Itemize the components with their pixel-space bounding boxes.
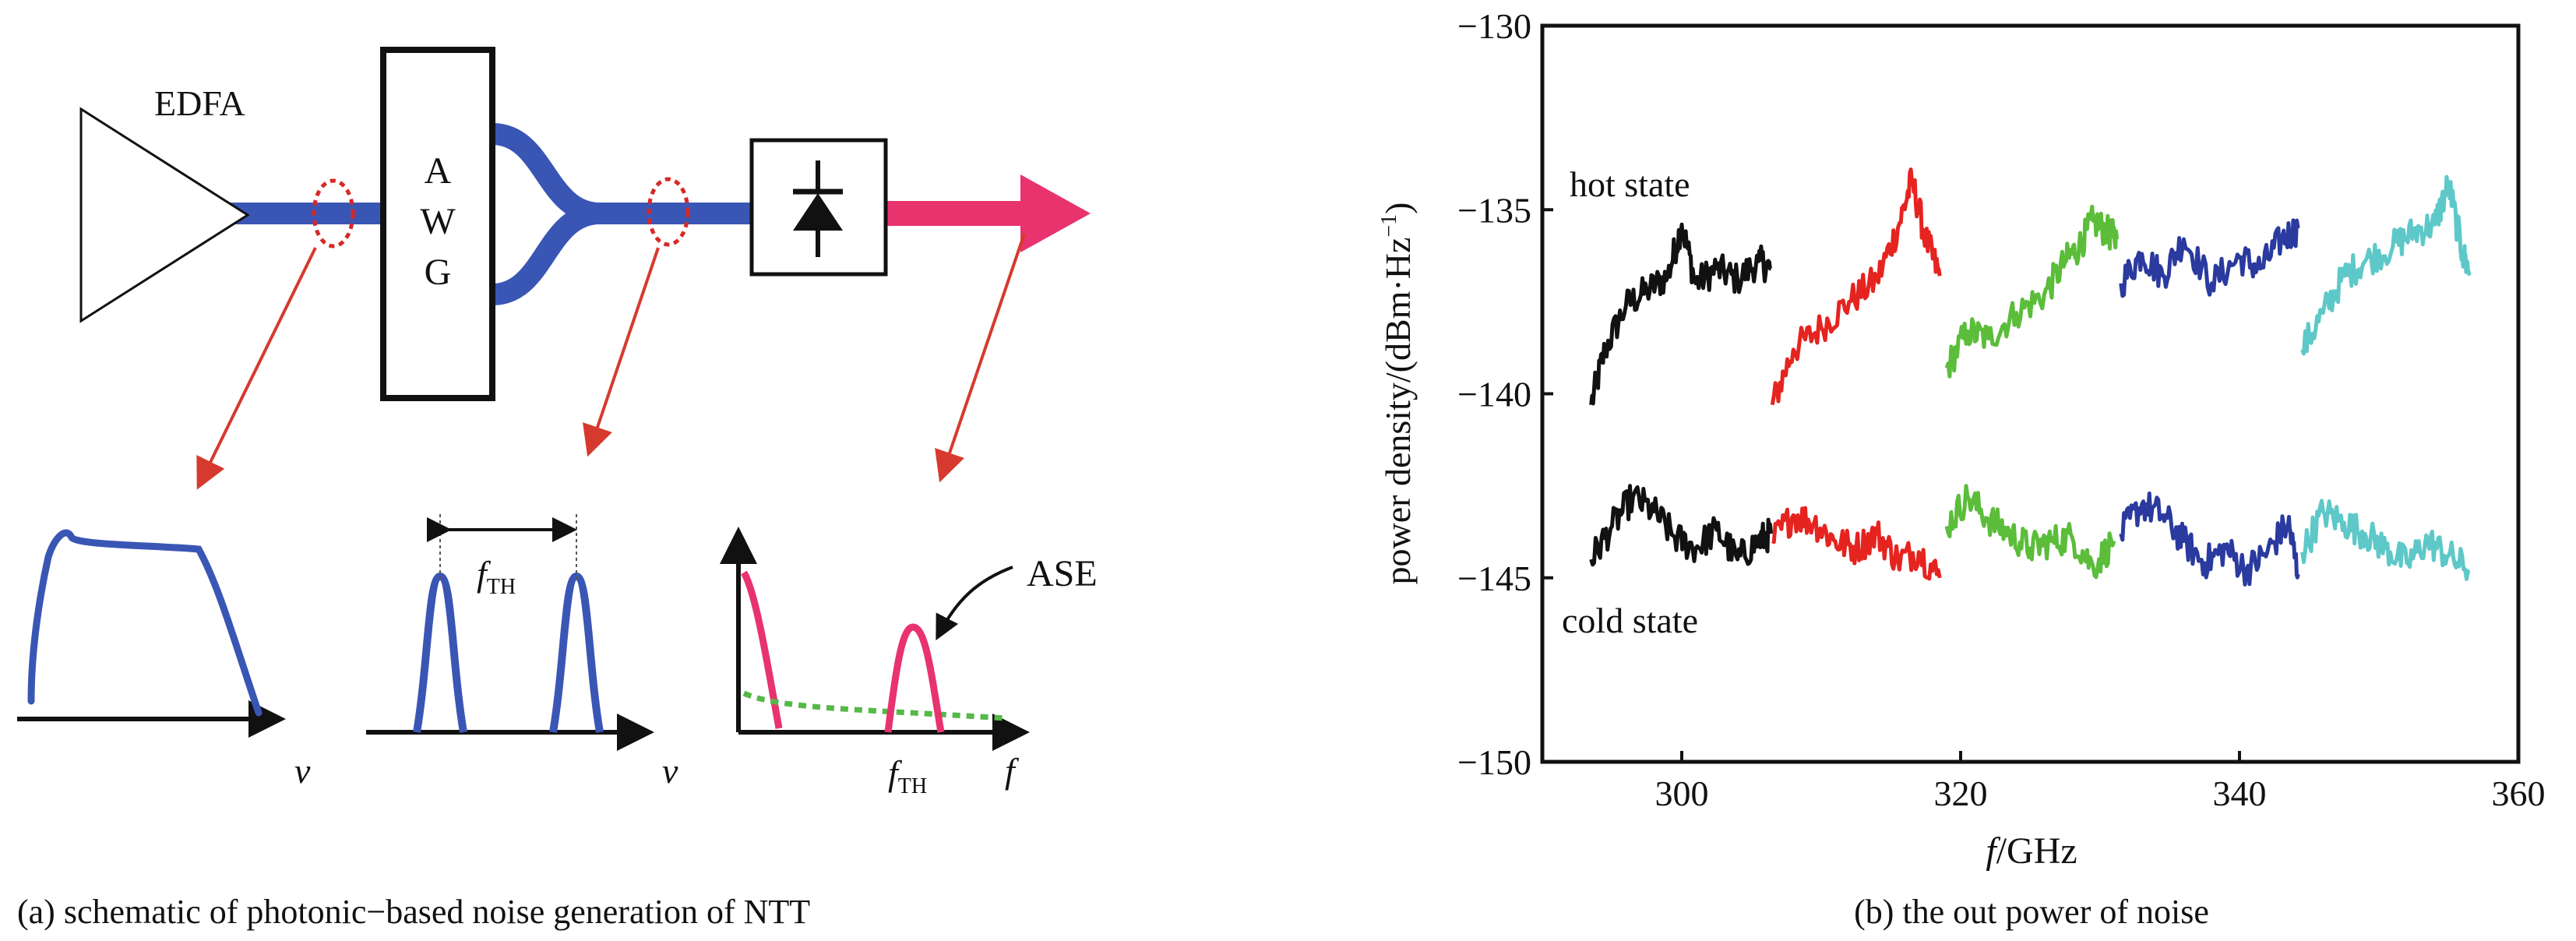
pointer-arrow-2 xyxy=(583,247,660,457)
series-layer xyxy=(1589,167,2472,587)
x-tick-label: 320 xyxy=(1934,774,1988,813)
fiber-split xyxy=(491,123,601,305)
spectrum-edfa: v xyxy=(17,529,311,791)
output-arrowhead xyxy=(1020,174,1091,252)
y-tick-label: −140 xyxy=(1457,375,1531,414)
series-line-hot-2 xyxy=(1944,204,2119,379)
awg-box xyxy=(380,47,495,401)
spectrum3-dc-peak xyxy=(741,570,783,729)
tap-marker-edfa xyxy=(312,178,355,248)
series-line-cold-7 xyxy=(1944,484,2116,580)
ase-pointer xyxy=(936,566,1013,641)
awg-letter-w: W xyxy=(420,201,456,242)
caption-a: (a) schematic of photonic−based noise ge… xyxy=(17,893,810,931)
spectrum1-curve xyxy=(27,529,263,717)
pointer-arrow-3 xyxy=(935,233,1026,483)
edfa-label: EDFA xyxy=(154,83,245,123)
x-tick-label: 340 xyxy=(2213,774,2267,813)
spectrum1-axis-label: v xyxy=(294,751,311,791)
spectrum3-noise-floor xyxy=(742,690,1006,721)
spectrum3-ase-peak xyxy=(884,623,945,733)
y-axis-title: power density/(dBm·Hz−1) xyxy=(1377,203,1418,585)
y-tick-label: −135 xyxy=(1457,190,1531,230)
y-tick-label: −145 xyxy=(1457,559,1531,598)
ase-label: ASE xyxy=(1027,553,1098,594)
cold-state-label: cold state xyxy=(1562,601,1698,640)
caption-b: (b) the out power of noise xyxy=(1854,893,2209,931)
x-tick-label: 360 xyxy=(2492,774,2546,813)
spectrum3-axis-label: f xyxy=(1005,751,1020,791)
schematic-panel: EDFA A W G v xyxy=(17,47,1098,931)
spectrum-filtered: fTH v xyxy=(366,514,678,791)
series-line-cold-8 xyxy=(2119,492,2300,587)
photodiode-triangle xyxy=(793,193,843,231)
plot-frame xyxy=(1540,23,2521,764)
y-axis-ticks: −130 −135 −140 −145 −150 xyxy=(1457,6,1553,782)
spacing-label: fTH xyxy=(477,554,516,599)
y-tick-label: −130 xyxy=(1457,6,1531,46)
y-tick-label: −150 xyxy=(1457,742,1531,782)
awg-letter-a: A xyxy=(425,150,452,192)
series-line-hot-3 xyxy=(2119,218,2300,298)
spectrum2-peak-right xyxy=(549,572,604,733)
spectrum2-peak-left xyxy=(413,572,467,733)
tap-marker-awg xyxy=(647,177,690,247)
x-axis-ticks: 300 320 340 360 xyxy=(1655,751,2546,813)
series-line-hot-0 xyxy=(1589,222,1772,406)
series-line-hot-4 xyxy=(2300,174,2472,356)
series-line-cold-5 xyxy=(1589,484,1774,567)
series-line-hot-1 xyxy=(1770,167,1942,406)
noise-power-chart: −130 −135 −140 −145 −150 300 320 340 360 hot st… xyxy=(1377,6,2546,931)
x-axis-title: f/GHz xyxy=(1986,830,2077,872)
threshold-label: fTH xyxy=(888,753,927,798)
spectrum2-axis-label: v xyxy=(662,751,678,791)
edfa-amplifier xyxy=(79,107,250,323)
x-tick-label: 300 xyxy=(1655,774,1709,813)
series-line-cold-6 xyxy=(1771,506,1942,581)
pointer-arrow-1 xyxy=(196,247,317,490)
awg-letter-g: G xyxy=(425,252,452,293)
hot-state-label: hot state xyxy=(1570,164,1690,204)
spectrum-output: ASE fTH f xyxy=(720,527,1098,798)
series-line-cold-9 xyxy=(2300,499,2471,581)
